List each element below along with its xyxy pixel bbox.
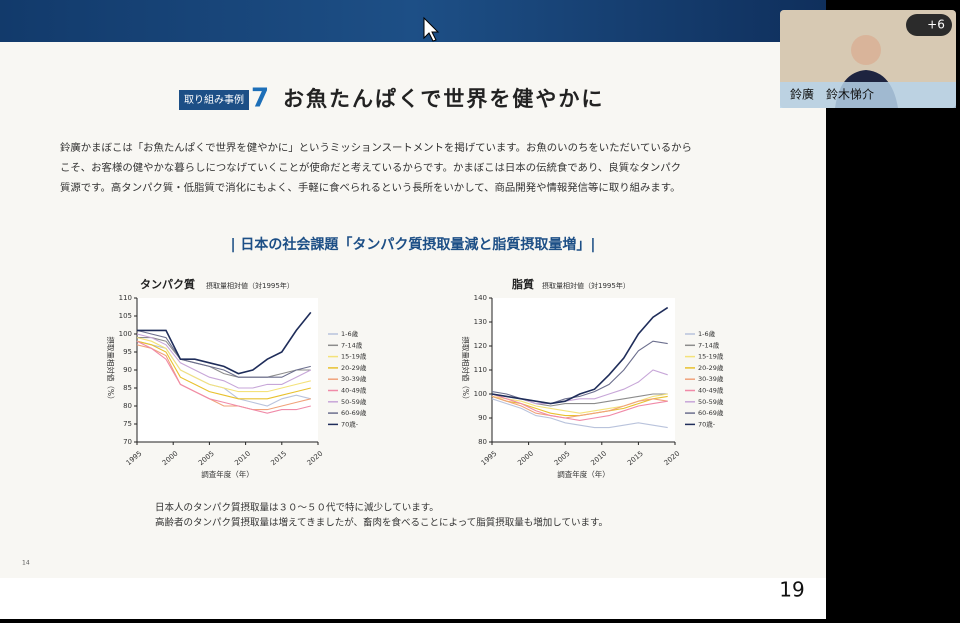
legend-label: 40-49歳 — [341, 386, 367, 395]
legend-label: 70歳- — [341, 419, 359, 428]
series-line — [491, 393, 668, 421]
chart-title: タンパク質 — [140, 277, 195, 291]
y-tick-label: 95 — [123, 348, 132, 356]
series-line — [137, 311, 312, 375]
slide-header-band — [0, 0, 826, 42]
legend-label: 1-6歳 — [698, 329, 716, 338]
legend-label: 30-39歳 — [341, 374, 367, 383]
slide-page: 14 — [22, 560, 30, 567]
series-line — [137, 337, 311, 378]
body-line: 鈴廣かまぼこは「お魚たんぱくで世界を健やかに」というミッションスートメントを掲げ… — [60, 141, 692, 154]
mouse-cursor — [423, 16, 440, 42]
body-line: こそ、お客様の健やかな暮らしにつなげていくことが使命だと考えているからです。かま… — [60, 161, 681, 174]
page-number: 19 — [779, 578, 804, 602]
chart-subtitle: 摂取量相対値（対1995年） — [542, 281, 630, 290]
y-tick-label: 140 — [474, 294, 487, 302]
legend-label: 70歳- — [698, 419, 716, 428]
legend-label: 50-59歳 — [698, 397, 724, 406]
plot-area — [492, 298, 675, 442]
chart-subtitle: 摂取量相対値（対1995年） — [206, 281, 294, 290]
legend-label: 50-59歳 — [341, 397, 367, 406]
series-line — [136, 329, 311, 378]
plot-area — [137, 298, 318, 442]
y-tick-label: 80 — [478, 438, 487, 446]
legend-label: 1-6歳 — [341, 329, 359, 338]
series-line — [136, 340, 311, 414]
legend-label: 60-69歳 — [698, 408, 724, 417]
legend-label: 20-29歳 — [698, 363, 724, 372]
case-tag-text: 取り組み事例 — [184, 93, 244, 106]
legend-label: 15-19歳 — [698, 352, 724, 361]
y-tick-label: 85 — [123, 384, 132, 392]
participant-name: 鈴廣 鈴木悌介 — [790, 87, 874, 102]
y-tick-label: 75 — [123, 420, 132, 428]
y-tick-label: 100 — [474, 390, 487, 398]
y-tick-label: 110 — [119, 294, 132, 302]
legend-label: 7-14歳 — [341, 340, 363, 349]
chart-title: 脂質 — [511, 277, 534, 291]
series-line — [136, 337, 311, 393]
legend-label: 7-14歳 — [698, 340, 720, 349]
legend-label: 20-29歳 — [341, 363, 367, 372]
body-line: 質源です。高タンパク質・低脂質で消化にもよく、手軽に食べられるという長所をいかし… — [60, 181, 681, 194]
footer-band — [0, 578, 826, 619]
series-line — [136, 344, 311, 411]
legend-label: 30-39歳 — [698, 374, 724, 383]
case-number: 7 — [251, 84, 269, 114]
y-tick-label: 90 — [478, 414, 487, 422]
y-tick-label: 105 — [119, 312, 132, 320]
note-line: 高齢者のタンパク質摂取量は増えてきましたが、畜肉を食べることによって脂質摂取量も… — [155, 517, 608, 529]
series-line — [136, 333, 312, 389]
x-axis-label: 調査年度（年） — [201, 469, 254, 479]
section-title: | 日本の社会課題「タンパク質摂取量減と脂質摂取量増」| — [230, 236, 595, 253]
badge-count: +6 — [927, 18, 945, 32]
participants-badge[interactable] — [906, 14, 952, 36]
series-line — [491, 398, 668, 429]
y-tick-label: 120 — [474, 342, 487, 350]
y-tick-label: 70 — [123, 438, 132, 446]
series-line — [491, 306, 669, 405]
x-axis-label: 調査年度（年） — [557, 469, 610, 479]
y-tick-label: 110 — [474, 366, 487, 374]
legend-label: 15-19歳 — [341, 352, 367, 361]
y-axis-label: 摂取量相対値（%） — [461, 336, 471, 403]
case-tag — [179, 90, 249, 110]
y-tick-label: 130 — [474, 318, 487, 326]
name-bar — [780, 82, 956, 108]
legend-label: 40-49歳 — [698, 386, 724, 395]
y-tick-label: 100 — [119, 330, 132, 338]
y-tick-label: 90 — [123, 366, 132, 374]
slide-title: お魚たんぱくで世界を健やかに — [283, 87, 604, 111]
series-line — [136, 340, 311, 400]
series-line — [491, 395, 668, 419]
person-head — [851, 35, 881, 65]
y-tick-label: 80 — [123, 402, 132, 410]
legend-label: 60-69歳 — [341, 408, 367, 417]
y-axis-label: 摂取量相対値（%） — [106, 336, 116, 403]
note-line: 日本人のタンパク質摂取量は３０～５０代で特に減少しています。 — [155, 502, 439, 514]
